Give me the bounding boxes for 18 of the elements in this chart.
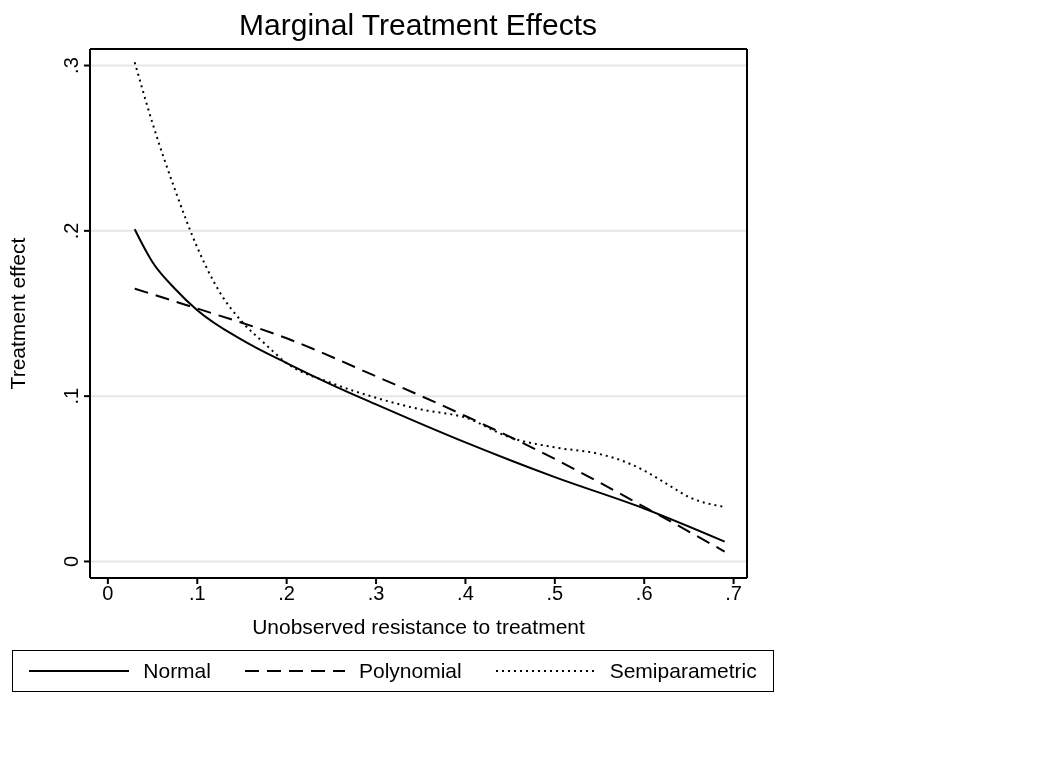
legend-label: Polynomial [358,659,462,683]
x-tick-label: .2 [278,582,295,605]
x-axis-title: Unobserved resistance to treatment [252,615,585,638]
x-tick-label: .5 [546,582,564,605]
x-tick-label: .7 [725,582,742,605]
y-tick-label: .1 [60,387,82,405]
x-tick-label: .1 [188,582,206,605]
x-tick-label: .6 [635,582,653,605]
y-tick-label: 0 [60,555,82,568]
legend-label: Semiparametric [609,659,757,683]
y-axis-title: Treatment effect [6,237,30,390]
legend-label: Normal [143,659,211,683]
y-tick-label: .3 [60,57,82,74]
chart-title: Marginal Treatment Effects [238,8,598,42]
x-tick-label: .4 [457,582,474,605]
x-tick-label: .3 [367,582,385,605]
x-tick-label: 0 [102,582,114,605]
y-tick-label: .2 [60,222,82,240]
